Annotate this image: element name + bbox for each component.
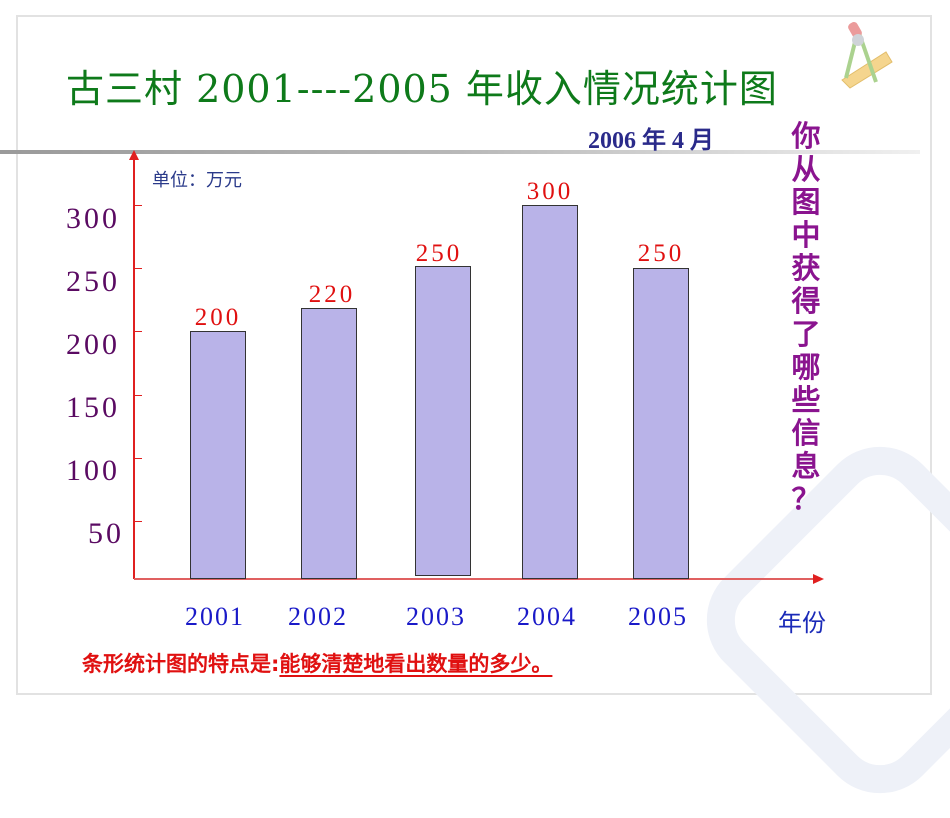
question-char: 哪 [791, 350, 821, 384]
x-axis-arrow-icon [813, 574, 824, 584]
chart-title: 古三村 2001----2005 年收入情况统计图 [66, 67, 778, 111]
question-char: 得 [791, 284, 821, 318]
question-vertical-text: 你 从 图 中 获 得 了 哪 些 信 息 ？ [786, 120, 826, 516]
compass-ruler-icon [841, 22, 893, 89]
slide-frame [16, 15, 932, 695]
note-prefix: 条形统计图的特点是: [82, 652, 280, 676]
question-char: 息 [791, 449, 821, 483]
x-axis-unit: 年份 [778, 609, 826, 637]
header-divider [0, 150, 920, 154]
question-char: ？ [791, 482, 821, 516]
unit-label: 单位：万元 [152, 170, 242, 191]
question-char: 中 [791, 218, 821, 252]
bar-value-label: 220 [308, 281, 356, 308]
question-char: 信 [791, 416, 821, 450]
y-tick-label: 150 [66, 391, 120, 424]
bar-value-label: 250 [415, 240, 463, 267]
bar-value-label: 300 [526, 178, 574, 205]
note-answer: 能够清楚地看出数量的多少。 [279, 652, 553, 676]
x-tick-label: 2002 [288, 602, 348, 631]
bar-value-label: 250 [637, 240, 685, 267]
bar-2003 [415, 266, 471, 576]
question-char: 图 [791, 185, 821, 219]
x-tick-label: 2004 [517, 602, 577, 631]
chart-date: 2006 年 4 月 [588, 128, 714, 154]
y-tick-label: 250 [66, 265, 120, 298]
y-tick [134, 268, 142, 269]
y-tick-label: 50 [88, 517, 124, 550]
question-char: 获 [791, 251, 821, 285]
y-tick [134, 331, 142, 332]
chart-feature-note: 条形统计图的特点是:能够清楚地看出数量的多少。 [82, 648, 552, 678]
y-tick [134, 458, 142, 459]
bar-value-label: 200 [194, 304, 242, 331]
y-tick-label: 200 [66, 328, 120, 361]
y-axis [133, 156, 135, 579]
question-char: 从 [791, 152, 821, 186]
x-axis [134, 578, 814, 580]
y-tick [134, 395, 142, 396]
bar-2002 [301, 308, 357, 579]
bar-2001 [190, 331, 246, 579]
x-tick-label: 2001 [185, 602, 245, 631]
y-tick-label: 300 [66, 202, 120, 235]
x-tick-label: 2005 [628, 602, 688, 631]
question-char: 你 [791, 119, 821, 153]
y-tick-label: 100 [66, 454, 120, 487]
bar-2005 [633, 268, 689, 579]
y-tick [134, 205, 142, 206]
y-tick [134, 521, 142, 522]
x-tick-label: 2003 [406, 602, 466, 631]
y-axis-arrow-icon [129, 150, 139, 160]
bar-2004 [522, 205, 578, 579]
question-char: 些 [791, 383, 821, 417]
question-char: 了 [791, 317, 821, 351]
